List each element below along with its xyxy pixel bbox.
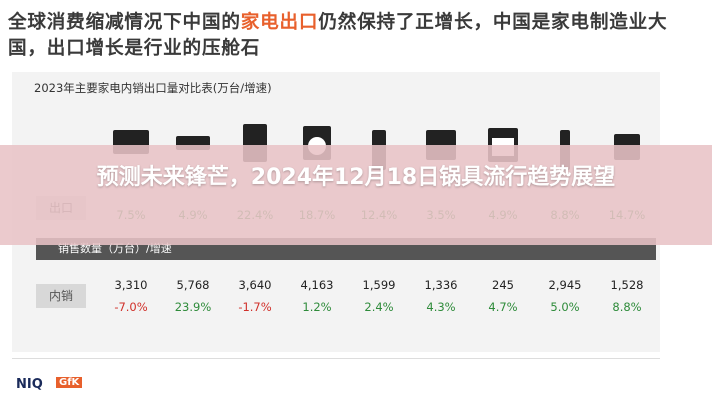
headline-part: 仍然保持了正增长，中国是家电制造业大国，出口增长是行业的压舱石 xyxy=(8,12,668,59)
row-label: 内销 xyxy=(36,284,86,308)
table-cell: 23.9% xyxy=(174,300,212,314)
divider xyxy=(12,358,660,359)
table-cell: 8.8% xyxy=(612,300,642,314)
headline-highlight: 家电出口 xyxy=(240,12,319,33)
headline-part: 全球消费缩减情况下中国的 xyxy=(8,12,241,33)
table-cell: 1,336 xyxy=(424,278,458,292)
table-cell: 245 xyxy=(492,278,514,292)
table-cell: 3,640 xyxy=(238,278,272,292)
table-cell: 4.3% xyxy=(426,300,456,314)
table-cell: 5.0% xyxy=(550,300,580,314)
headline: 全球消费缩减情况下中国的家电出口仍然保持了正增长，中国是家电制造业大国，出口增长… xyxy=(8,10,680,62)
overlay-band xyxy=(0,145,712,245)
table-cell: 2.4% xyxy=(364,300,394,314)
table-cell: -7.0% xyxy=(114,300,148,314)
overlay-title: 预测未来锋芒，2024年12月18日锅具流行趋势展望 xyxy=(96,165,616,190)
logo: GfK xyxy=(56,377,83,388)
table-cell: 5,768 xyxy=(176,278,210,292)
table-cell: 3,310 xyxy=(114,278,148,292)
logo: NIQ xyxy=(16,377,43,392)
table-cell: 1.2% xyxy=(302,300,332,314)
table-cell: 4.7% xyxy=(488,300,518,314)
table-cell: 1,599 xyxy=(362,278,396,292)
table-cell: 2,945 xyxy=(548,278,582,292)
table-subtitle: 2023年主要家电内销出口量对比表(万台/增速) xyxy=(34,81,272,95)
table-cell: 4,163 xyxy=(300,278,334,292)
table-cell: 1,528 xyxy=(610,278,644,292)
table-cell: -1.7% xyxy=(238,300,272,314)
